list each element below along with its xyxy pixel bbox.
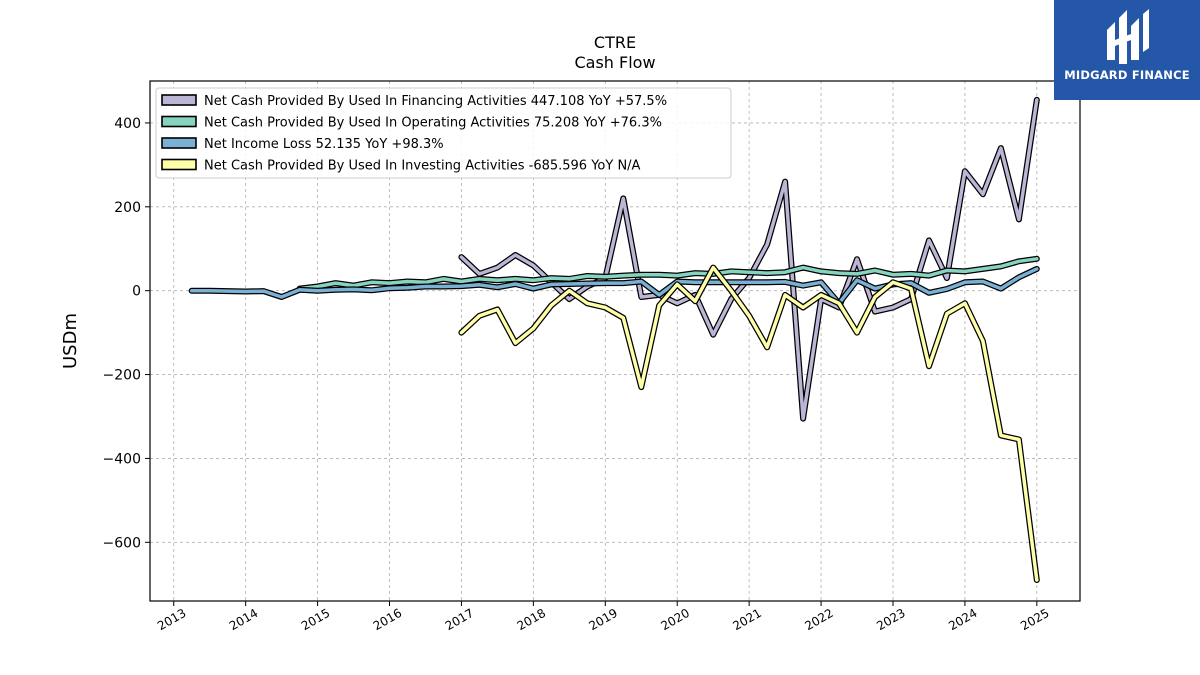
legend-box [155, 87, 732, 179]
y-tick-label: 200 [114, 200, 141, 216]
y-tick-label: −400 [103, 451, 141, 467]
y-tick-label: 0 [132, 284, 141, 300]
x-tick-label: 2013 [155, 606, 188, 633]
brand-name: MIDGARD FINANCE [1064, 68, 1190, 82]
x-tick-label: 2023 [874, 606, 907, 633]
legend-swatch [161, 115, 197, 128]
series-line-3 [458, 264, 1040, 583]
legend-swatch [161, 94, 197, 106]
chart-subtitle: Cash Flow [574, 53, 655, 72]
legend-swatch [161, 137, 197, 149]
legend-label: Net Cash Provided By Used In Investing A… [204, 159, 641, 174]
y-axis-label: USDm [60, 313, 81, 369]
legend-swatch [161, 158, 197, 171]
x-tick-label: 2021 [730, 606, 763, 633]
legend-label: Net Cash Provided By Used In Operating A… [204, 116, 662, 131]
x-tick-label: 2020 [658, 606, 691, 633]
series-line-0 [458, 96, 1040, 422]
x-tick-label: 2015 [299, 606, 332, 633]
series-stroke [459, 98, 1039, 421]
x-tick-label: 2025 [1018, 606, 1051, 633]
plot-area-frame [149, 80, 1081, 602]
legend-item-3: Net Cash Provided By Used In Investing A… [161, 158, 641, 174]
series-layer [188, 96, 1040, 583]
legend-label: Net Income Loss 52.135 YoY +98.3% [204, 137, 444, 152]
x-tick-label: 2019 [587, 606, 620, 633]
y-tick-label: 400 [114, 116, 141, 132]
x-tick-label: 2018 [515, 606, 548, 633]
y-tick-label: −600 [103, 535, 141, 551]
series-line-1 [296, 255, 1040, 292]
x-tick-label: 2024 [946, 606, 979, 633]
brand-badge: MIDGARD FINANCE [1054, 0, 1200, 100]
x-tick-label: 2016 [371, 606, 404, 633]
legend: Net Cash Provided By Used In Financing A… [155, 87, 732, 179]
chart-title: CTRE [594, 33, 636, 52]
legend-item-2: Net Income Loss 52.135 YoY +98.3% [161, 137, 444, 152]
series-stroke [459, 265, 1039, 582]
legend-label: Net Cash Provided By Used In Financing A… [204, 94, 667, 109]
y-tick-label: −200 [103, 368, 141, 384]
legend-item-1: Net Cash Provided By Used In Operating A… [161, 115, 662, 131]
x-tick-label: 2017 [443, 606, 476, 633]
x-tick-label: 2022 [802, 606, 835, 633]
legend-item-0: Net Cash Provided By Used In Financing A… [161, 94, 667, 109]
midgard-logo-icon [1107, 9, 1149, 64]
series-stroke [297, 257, 1039, 291]
x-tick-label: 2014 [227, 606, 260, 633]
